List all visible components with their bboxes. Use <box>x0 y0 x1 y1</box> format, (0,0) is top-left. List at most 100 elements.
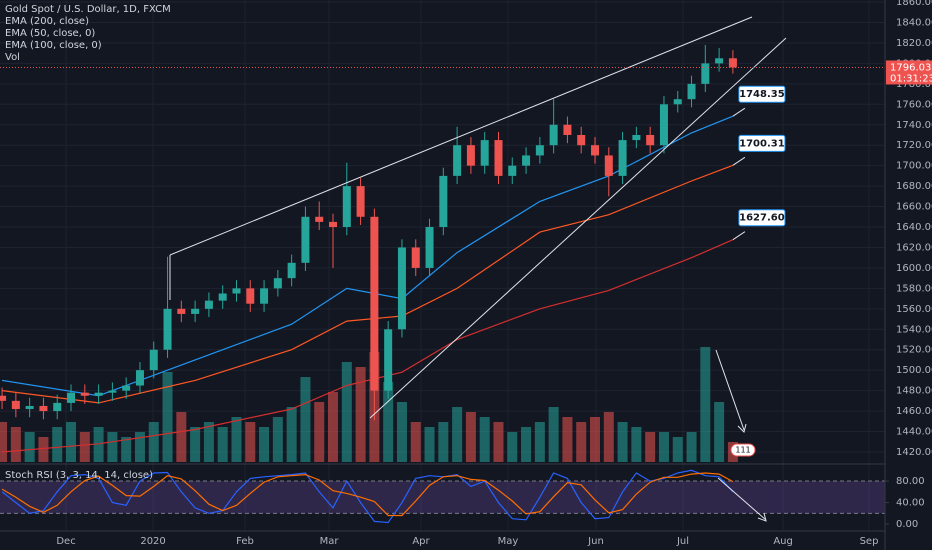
stoch-title: Stoch RSI (3, 3, 14, 14, close) <box>5 470 153 481</box>
volume-bar <box>672 437 683 462</box>
x-tick-label: Aug <box>773 536 793 547</box>
volume-bar <box>521 427 532 462</box>
y-tick-label: 1560.00 <box>896 304 932 315</box>
candle-body <box>687 83 696 100</box>
candle-body <box>356 186 365 217</box>
y-tick-label: 1680.00 <box>896 181 932 192</box>
candle-body <box>728 58 737 68</box>
volume-bar <box>38 437 49 462</box>
event-badge <box>730 443 756 457</box>
candle-body <box>646 134 655 146</box>
volume-bar <box>217 427 228 462</box>
candle-body <box>715 58 724 64</box>
y-tick-label: 1480.00 <box>896 386 932 397</box>
volume-bar <box>162 372 173 462</box>
candle-body <box>397 247 406 330</box>
volume-bar <box>300 377 311 462</box>
callout-box <box>738 85 786 103</box>
x-tick-label: Jul <box>676 536 689 547</box>
volume-bar <box>355 367 366 462</box>
volume-bar <box>121 437 132 462</box>
y-tick-label: 1740.00 <box>896 120 932 131</box>
stoch-band <box>0 481 885 514</box>
candle-body <box>315 216 324 222</box>
callout-label: 1700.31 <box>739 138 785 149</box>
volume-bar <box>479 417 490 462</box>
x-tick-label: Dec <box>56 536 75 547</box>
volume-bar <box>79 432 90 462</box>
callout-line <box>732 107 746 117</box>
y-tick-label: 1460.00 <box>896 406 932 417</box>
stoch-line <box>1 469 734 524</box>
candle-body <box>549 124 558 146</box>
chart-title: Gold Spot / U.S. Dollar, 1D, FXCM <box>5 4 171 15</box>
candle-body <box>177 308 186 314</box>
event-badge-label: 111 <box>735 446 750 455</box>
candle-body <box>11 400 20 410</box>
y-tick-label: 1540.00 <box>896 324 932 335</box>
volume-bar <box>134 432 145 462</box>
volume-bar <box>590 417 601 462</box>
volume-bar <box>272 417 283 462</box>
candle-body <box>535 145 544 156</box>
candle-body <box>425 227 434 268</box>
volume-bar <box>562 417 573 462</box>
y-tick-label: 1860.00 <box>896 0 932 8</box>
callout-box <box>738 209 786 227</box>
volume-bar <box>24 432 35 462</box>
volume-bar <box>658 432 669 462</box>
y-tick-label: 1420.00 <box>896 447 932 458</box>
volume-bar <box>410 422 421 462</box>
y-tick-label: 1820.00 <box>896 38 932 49</box>
legend: Gold Spot / U.S. Dollar, 1D, FXCM EMA (2… <box>5 4 171 481</box>
candle-body <box>246 288 255 304</box>
candle-body <box>0 395 7 401</box>
candle-body <box>604 155 613 176</box>
volume-bar <box>617 422 628 462</box>
candle-body <box>273 278 282 289</box>
volume-bar <box>714 402 725 462</box>
candle-body <box>577 134 586 146</box>
volume-bar <box>465 412 476 462</box>
candle-body <box>39 405 48 412</box>
y-tick-label: 1500.00 <box>896 365 932 376</box>
y-tick-label: 1580.00 <box>896 283 932 294</box>
y-tick-label: 1620.00 <box>896 242 932 253</box>
x-tick-label: Mar <box>320 536 340 547</box>
candle-body <box>591 145 600 156</box>
x-tick-label: Feb <box>236 536 254 547</box>
volume-bar <box>396 402 407 462</box>
volume-bar <box>645 432 656 462</box>
legend-entry: Vol <box>5 52 20 63</box>
y-tick-label: 1600.00 <box>896 263 932 274</box>
volume-bar <box>190 427 201 462</box>
y-tick-label: 1640.00 <box>896 222 932 233</box>
callout-line <box>732 231 746 241</box>
volume-bar <box>603 412 614 462</box>
trend-line-lower <box>369 37 787 419</box>
candle-body <box>329 221 338 228</box>
candle-body <box>122 385 131 391</box>
legend-entry: EMA (200, close) <box>5 16 89 27</box>
y-tick-label: 1700.00 <box>896 161 932 172</box>
candle-body <box>453 145 462 176</box>
volume-bar <box>700 347 711 462</box>
candle-body <box>659 104 668 146</box>
volume-bar <box>493 422 504 462</box>
volume-bar <box>93 427 104 462</box>
y-tick-label: 1840.00 <box>896 17 932 28</box>
volume-bar <box>231 417 242 462</box>
candle-body <box>232 288 241 294</box>
candle-body <box>701 63 710 84</box>
x-tick-label: 2020 <box>140 536 165 547</box>
candle-body <box>673 99 682 105</box>
candle-body <box>67 392 76 403</box>
y-tick-label: 1520.00 <box>896 345 932 356</box>
x-tick-label: Sep <box>860 536 879 547</box>
candle-body <box>342 186 351 228</box>
callout-line <box>732 156 746 166</box>
y-tick-label: 1760.00 <box>896 99 932 110</box>
candle-body <box>384 329 393 391</box>
candle-body <box>135 370 144 386</box>
